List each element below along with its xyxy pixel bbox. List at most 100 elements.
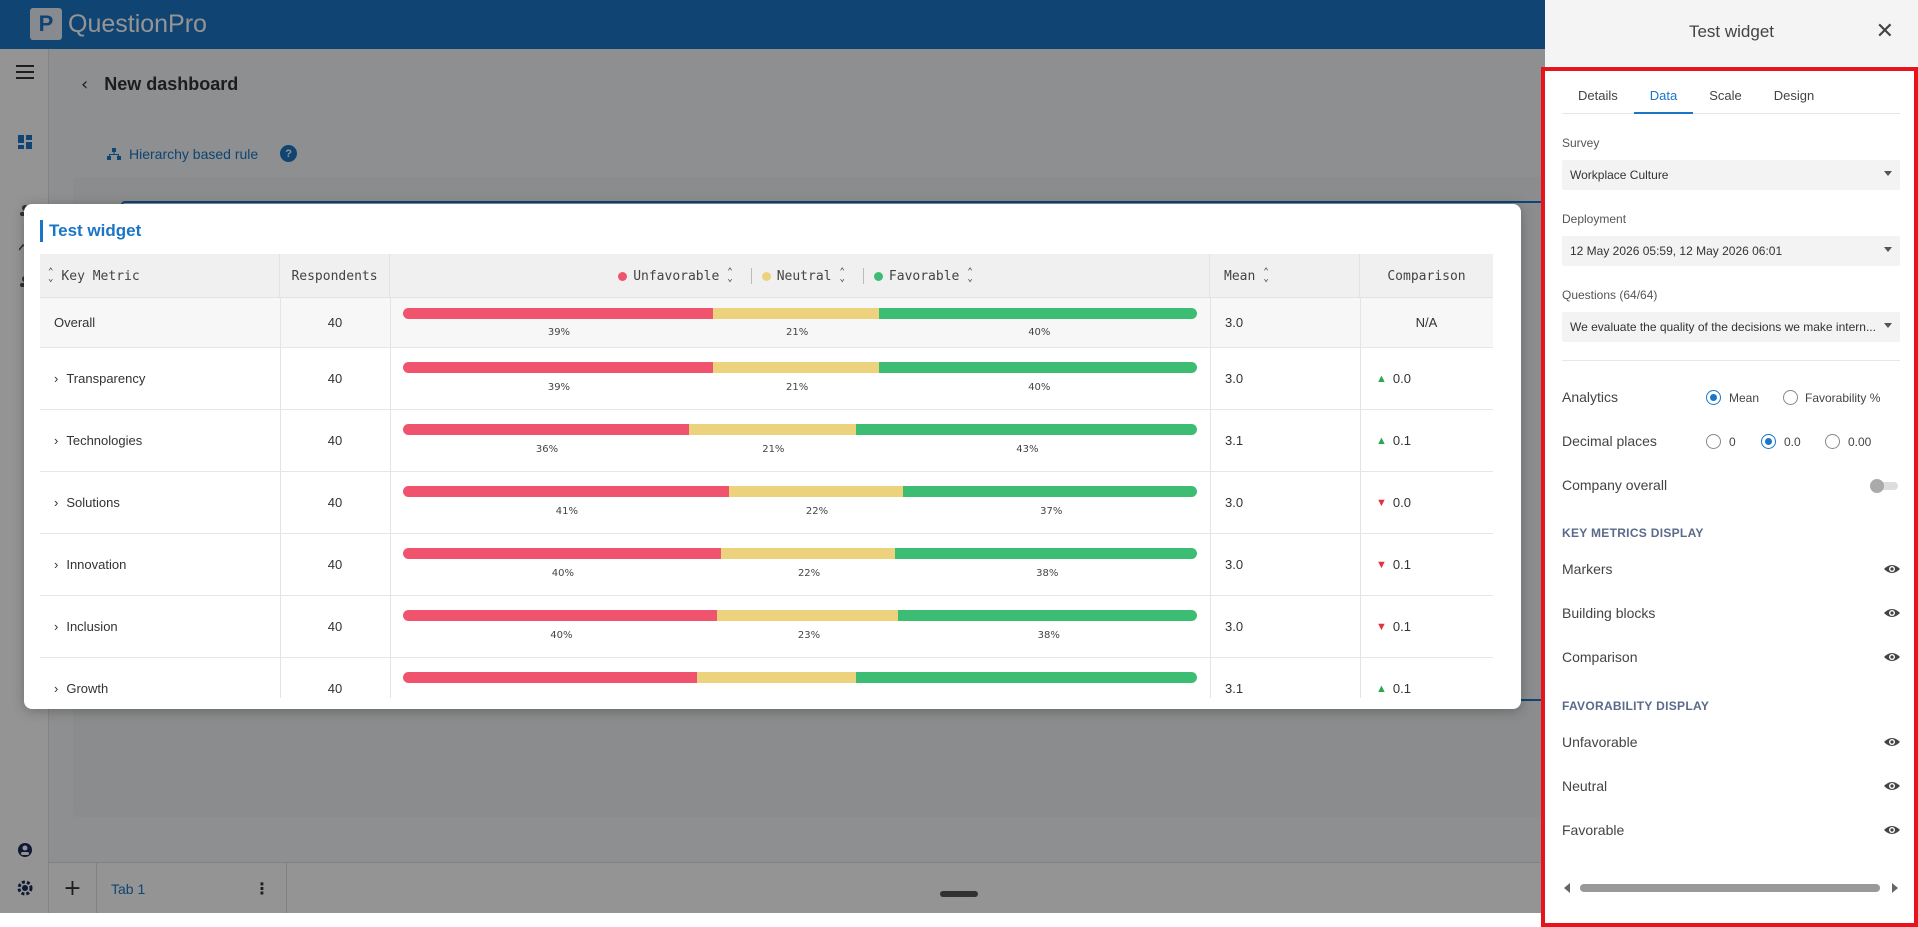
table-row[interactable]: › Transparency 40 39% 21% 40% 3.0 ▲ 0.0: [40, 348, 1493, 410]
divider: [750, 268, 752, 284]
favorability-stacked-bar: [403, 672, 1197, 683]
column-divider: [1210, 472, 1211, 533]
decimal-0-0-radio[interactable]: [1761, 434, 1776, 449]
back-icon[interactable]: ‹: [81, 74, 89, 95]
respondents-value: 40: [327, 433, 343, 448]
column-divider: [1210, 298, 1211, 347]
col-key-metric[interactable]: ⌃ ⌄ Key Metric: [40, 254, 280, 298]
column-divider: [1360, 298, 1361, 347]
column-divider: [390, 298, 391, 347]
neutral-eye-icon[interactable]: [1883, 780, 1901, 792]
scroll-thumb[interactable]: [1580, 884, 1880, 892]
metric-name-cell[interactable]: › Innovation: [40, 534, 280, 595]
deployment-select[interactable]: 12 May 2026 05:59, 12 May 2026 06:01: [1562, 236, 1900, 266]
metric-name-cell[interactable]: › Transparency: [40, 348, 280, 409]
favorability-bar-cell: 39% 21% 40%: [390, 298, 1210, 347]
analytics-favorability-label: Favorability %: [1805, 391, 1881, 405]
metric-name-cell[interactable]: › Solutions: [40, 472, 280, 533]
hierarchy-link[interactable]: Hierarchy based rule ?: [107, 145, 298, 162]
favorability-stacked-bar: [403, 308, 1197, 319]
favorability-bar-cell: 40% 22% 38%: [390, 534, 1210, 595]
table-row[interactable]: › Solutions 40 41% 22% 37% 3.0 ▼ 0.0: [40, 472, 1493, 534]
metric-name: Growth: [66, 681, 109, 696]
unfavorable-eye-icon[interactable]: [1883, 736, 1901, 748]
close-icon[interactable]: ✕: [1875, 19, 1894, 44]
table-row[interactable]: › Inclusion 40 40% 23% 38% 3.0 ▼ 0.1: [40, 596, 1493, 658]
questions-select[interactable]: We evaluate the quality of the decisions…: [1562, 312, 1900, 342]
comparison-number: 0.0: [1392, 371, 1411, 386]
unfavorable-segment: [403, 362, 713, 373]
tab-details[interactable]: Details: [1578, 88, 1618, 103]
unfavorable-segment: [403, 548, 721, 559]
trend-down-icon: ▼: [1376, 558, 1387, 571]
mean-value: 3.1: [1225, 681, 1244, 696]
favorable-segment: [855, 672, 1197, 683]
markers-eye-icon[interactable]: [1883, 563, 1901, 575]
table-row[interactable]: › Innovation 40 40% 22% 38% 3.0 ▼ 0.1: [40, 534, 1493, 596]
add-tab-button[interactable]: +: [49, 863, 97, 914]
col-mean[interactable]: Mean ⌃ ⌄: [1210, 254, 1360, 298]
settings-icon[interactable]: [0, 880, 49, 896]
expand-chevron-icon[interactable]: ›: [54, 619, 59, 634]
table-row[interactable]: › Technologies 40 36% 21% 43% 3.1 ▲ 0.1: [40, 410, 1493, 472]
panel-header: Test widget ✕: [1545, 0, 1918, 66]
tab-data[interactable]: Data: [1633, 86, 1694, 114]
column-divider: [280, 596, 281, 657]
trend-down-icon: ▼: [1376, 620, 1387, 633]
scroll-right-icon[interactable]: [1892, 883, 1898, 893]
expand-chevron-icon[interactable]: ›: [54, 681, 59, 696]
comparison-value: N/A: [1415, 315, 1438, 330]
metric-name: Overall: [54, 315, 96, 330]
tab-scale[interactable]: Scale: [1709, 88, 1742, 103]
unfavorable-segment: [403, 610, 718, 621]
comparison-number: 0.1: [1392, 619, 1411, 634]
metric-name-cell[interactable]: › Technologies: [40, 410, 280, 471]
dashboard-icon[interactable]: [0, 135, 49, 149]
percent-label: 21%: [786, 382, 809, 393]
sort-icon[interactable]: ⌃ ⌄: [967, 267, 973, 284]
panel-horizontal-scrollbar[interactable]: [1562, 881, 1900, 895]
column-divider: [1360, 596, 1361, 657]
scroll-left-icon[interactable]: [1564, 883, 1570, 893]
survey-select[interactable]: Workplace Culture: [1562, 160, 1900, 190]
app-logo[interactable]: P QuestionPro: [30, 8, 207, 40]
expand-chevron-icon[interactable]: ›: [54, 495, 59, 510]
sort-icon[interactable]: ⌃ ⌄: [727, 267, 733, 284]
comparison-eye-icon[interactable]: [1883, 651, 1901, 663]
company-overall-toggle[interactable]: [1870, 479, 1900, 493]
percent-label: 22%: [805, 506, 829, 517]
comparison-value: ▲ 0.0: [1360, 348, 1493, 409]
sort-icon[interactable]: ⌃ ⌄: [48, 267, 54, 284]
help-icon[interactable]: ?: [280, 145, 298, 162]
tab-1[interactable]: Tab 1 ⋮: [97, 863, 287, 914]
analytics-mean-radio[interactable]: [1706, 390, 1721, 405]
table-row[interactable]: › Growth 40 3.1 ▲ 0.1: [40, 658, 1493, 698]
admin-icon[interactable]: [0, 842, 49, 858]
decimal-0-00-radio[interactable]: [1825, 434, 1840, 449]
decimal-0-radio[interactable]: [1706, 434, 1721, 449]
analytics-favorability-radio[interactable]: [1783, 390, 1798, 405]
company-overall-label: Company overall: [1562, 477, 1668, 493]
metric-name-cell[interactable]: › Inclusion: [40, 596, 280, 657]
favorability-bar-cell: 40% 23% 38%: [390, 596, 1210, 657]
menu-icon[interactable]: [0, 65, 49, 79]
sort-icon[interactable]: ⌃ ⌄: [1263, 267, 1269, 284]
tab-menu-icon[interactable]: ⋮: [254, 879, 270, 898]
col-respondents: Respondents: [280, 254, 390, 298]
expand-chevron-icon[interactable]: ›: [54, 371, 59, 386]
drag-handle[interactable]: [940, 891, 978, 897]
hierarchy-icon: [107, 147, 121, 160]
building-blocks-eye-icon[interactable]: [1883, 607, 1901, 619]
metric-name: Solutions: [66, 495, 120, 510]
comparison-number: 0.1: [1392, 681, 1411, 696]
questions-label: Questions (64/64): [1562, 288, 1658, 302]
widget-title: Test widget: [40, 220, 141, 242]
tab-design[interactable]: Design: [1773, 88, 1815, 103]
table-row: Overall 40 39% 21% 40% 3.0 N/A: [40, 298, 1493, 348]
expand-chevron-icon[interactable]: ›: [54, 557, 59, 572]
metric-name-cell[interactable]: › Growth: [40, 658, 280, 698]
sort-icon[interactable]: ⌃ ⌄: [839, 267, 845, 284]
tab-label: Tab 1: [111, 880, 146, 897]
favorable-eye-icon[interactable]: [1883, 824, 1901, 836]
expand-chevron-icon[interactable]: ›: [54, 433, 59, 448]
